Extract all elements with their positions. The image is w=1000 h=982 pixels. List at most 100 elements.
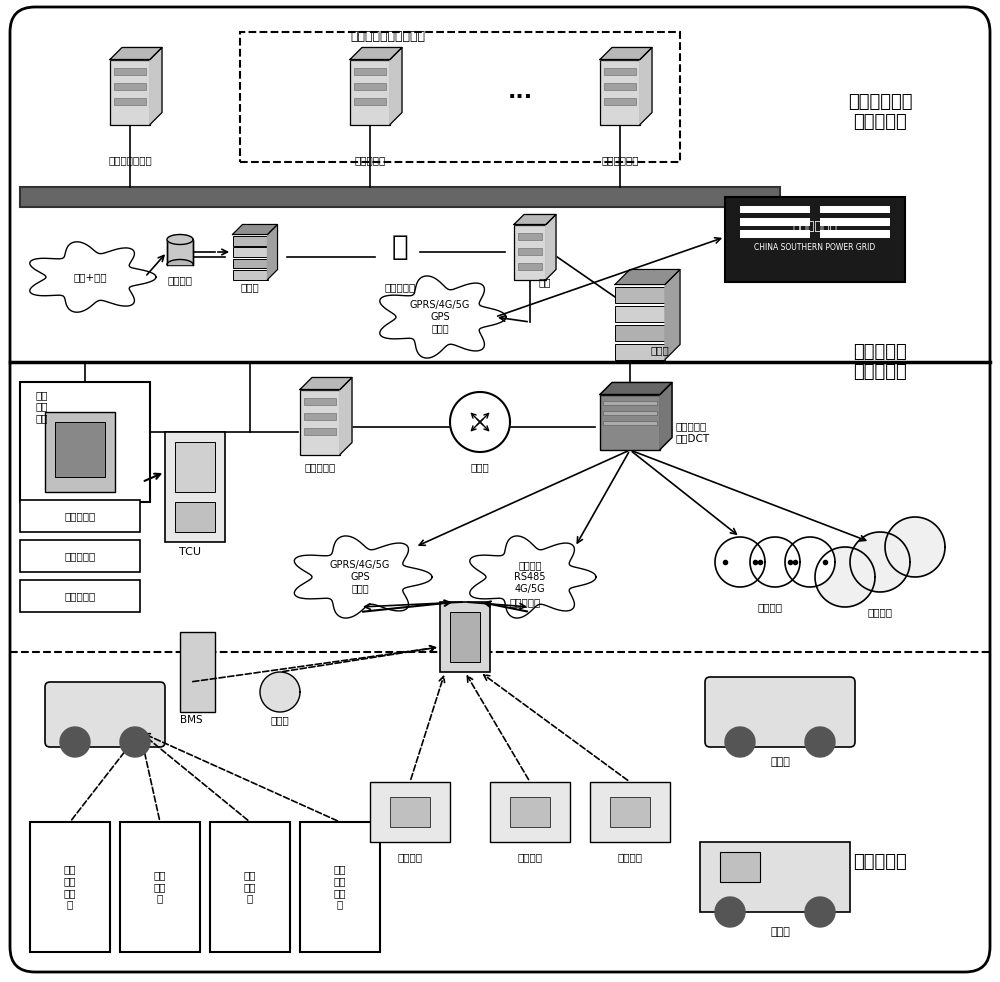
Polygon shape <box>350 47 402 60</box>
Polygon shape <box>340 377 352 455</box>
Polygon shape <box>232 225 278 235</box>
Polygon shape <box>300 377 352 390</box>
Polygon shape <box>600 47 652 60</box>
Text: GPRS/4G/5G
GPS
以太网: GPRS/4G/5G GPS 以太网 <box>410 300 470 334</box>
Bar <box>114 68 146 75</box>
Bar <box>615 325 665 341</box>
Bar <box>450 612 480 662</box>
Bar <box>514 225 546 280</box>
Text: 中国南方电网: 中国南方电网 <box>792 221 838 234</box>
Bar <box>180 632 215 712</box>
Bar <box>720 852 760 882</box>
Bar <box>354 68 386 75</box>
Bar <box>700 842 850 912</box>
Text: GPRS/4G/5G
GPS
以太网: GPRS/4G/5G GPS 以太网 <box>330 561 390 593</box>
Bar <box>604 98 636 105</box>
Text: 人脸识别: 人脸识别 <box>398 852 422 862</box>
Bar <box>518 233 542 240</box>
Text: 电动车: 电动车 <box>770 757 790 767</box>
Bar <box>210 822 290 952</box>
Text: 光纤传输
RS485
4G/5G: 光纤传输 RS485 4G/5G <box>514 561 546 593</box>
Bar <box>55 422 105 477</box>
Bar <box>740 231 810 238</box>
Bar <box>20 580 140 612</box>
Polygon shape <box>600 383 672 395</box>
Bar <box>740 219 810 226</box>
Bar <box>590 782 670 842</box>
Bar <box>110 60 150 125</box>
Text: 水位
传感
器: 水位 传感 器 <box>154 870 166 903</box>
Polygon shape <box>120 727 150 757</box>
Bar <box>370 782 450 842</box>
Bar <box>165 432 225 542</box>
Bar <box>440 602 490 672</box>
Text: 数据库服务器: 数据库服务器 <box>601 155 639 165</box>
Bar <box>604 83 636 90</box>
Text: 路由器: 路由器 <box>471 462 489 472</box>
Text: 桩站生产运
营管理系统: 桩站生产运 营管理系统 <box>853 343 907 381</box>
Bar <box>300 390 340 455</box>
Polygon shape <box>640 47 652 125</box>
Bar <box>518 248 542 255</box>
Text: 本地服务器: 本地服务器 <box>304 462 336 472</box>
Text: 摄像头: 摄像头 <box>271 715 289 725</box>
Text: 配电网络: 配电网络 <box>868 607 893 617</box>
Bar <box>175 442 215 492</box>
Text: 防火墙: 防火墙 <box>651 345 669 355</box>
Bar <box>740 206 810 213</box>
Text: 视频监控: 视频监控 <box>518 852 542 862</box>
Text: 安全
接入
设备: 安全 接入 设备 <box>35 390 48 423</box>
Polygon shape <box>546 214 556 280</box>
Bar <box>350 60 390 125</box>
Bar <box>354 98 386 105</box>
Bar <box>615 344 665 359</box>
Bar <box>725 197 905 282</box>
Polygon shape <box>110 47 162 60</box>
Bar <box>45 412 115 492</box>
Bar <box>354 83 386 90</box>
Text: 公网+专网: 公网+专网 <box>73 272 107 282</box>
Bar <box>304 428 336 435</box>
Text: 数据采集层: 数据采集层 <box>853 853 907 871</box>
Bar <box>167 240 193 264</box>
Bar <box>175 502 215 532</box>
Bar <box>604 68 636 75</box>
Bar <box>20 540 140 572</box>
Text: 防火墙: 防火墙 <box>241 282 259 292</box>
Polygon shape <box>715 537 765 587</box>
Text: 集线放大器: 集线放大器 <box>510 597 541 607</box>
Text: TCU: TCU <box>179 547 201 557</box>
FancyBboxPatch shape <box>10 7 990 972</box>
Bar <box>114 98 146 105</box>
Text: 文件服务器: 文件服务器 <box>354 155 386 165</box>
Polygon shape <box>725 727 755 757</box>
Text: 功率分配器: 功率分配器 <box>64 551 96 561</box>
Text: 温度
传感
器: 温度 传感 器 <box>244 870 256 903</box>
Polygon shape <box>805 897 835 927</box>
Text: CHINA SOUTHERN POWER GRID: CHINA SOUTHERN POWER GRID <box>754 243 876 251</box>
Text: 负载均衡: 负载均衡 <box>168 275 192 285</box>
Bar <box>20 500 140 532</box>
Bar <box>615 288 665 303</box>
Text: 燃油车: 燃油车 <box>770 927 790 937</box>
Bar <box>490 782 570 842</box>
Bar <box>600 395 660 450</box>
Text: 云平台数据服务器集群: 云平台数据服务器集群 <box>350 30 425 43</box>
Bar <box>390 797 430 827</box>
Polygon shape <box>665 269 680 359</box>
Bar <box>610 797 650 827</box>
Polygon shape <box>850 532 910 592</box>
Bar <box>820 231 890 238</box>
Text: 应用程序服务器: 应用程序服务器 <box>108 155 152 165</box>
Bar <box>304 413 336 420</box>
Text: 数据集中分
发器DCT: 数据集中分 发器DCT <box>675 421 709 443</box>
Bar <box>240 32 680 162</box>
Bar <box>300 822 380 952</box>
Polygon shape <box>60 727 90 757</box>
Bar <box>232 258 268 268</box>
Polygon shape <box>805 727 835 757</box>
Polygon shape <box>167 259 193 264</box>
Polygon shape <box>750 537 800 587</box>
Polygon shape <box>294 536 432 618</box>
Bar <box>603 410 657 414</box>
